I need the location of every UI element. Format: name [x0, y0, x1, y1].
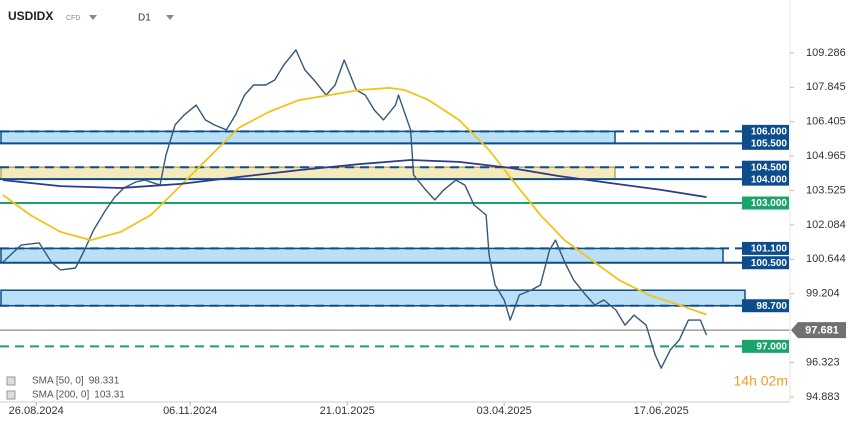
y-tick-label: 102.084 — [806, 219, 846, 231]
level-label-box — [742, 196, 789, 210]
series-line — [2, 159, 707, 198]
legend-value: 103.31 — [94, 390, 125, 401]
level-label: 97.000 — [756, 341, 787, 352]
level-label: 104.500 — [751, 162, 788, 173]
legend-value: 98.331 — [89, 376, 120, 387]
level-label: 98.700 — [756, 301, 787, 312]
instrument-type: CFD — [66, 15, 80, 22]
zone — [0, 247, 724, 264]
level-label: 106.000 — [751, 127, 788, 138]
x-tick-label: 26.08.2024 — [9, 405, 64, 417]
level-label: 104.000 — [751, 174, 788, 185]
level-label-box — [742, 172, 789, 186]
level-label-box — [742, 136, 789, 150]
y-tick-label: 94.883 — [806, 391, 840, 403]
level-label-box — [742, 256, 789, 270]
legend-icon — [6, 376, 16, 386]
y-tick-label: 96.323 — [806, 356, 840, 368]
bar-countdown: 14h 02m — [734, 373, 788, 389]
level-label-box — [742, 241, 789, 255]
level-label-box — [742, 299, 789, 313]
y-tick-label: 103.525 — [806, 184, 846, 196]
y-tick-label: 100.644 — [806, 253, 846, 265]
legend-name: SMA [200, 0] — [32, 390, 89, 401]
y-tick-label: 106.405 — [806, 116, 846, 128]
series-line — [2, 87, 707, 316]
level-label: 103.000 — [751, 198, 788, 209]
symbol-dropdown[interactable] — [89, 15, 97, 20]
y-tick-label: 109.286 — [806, 47, 846, 59]
last-price-box — [791, 322, 846, 339]
legend-name: SMA [50, 0] — [32, 376, 84, 387]
series-line — [2, 49, 708, 369]
y-tick-label: 104.965 — [806, 150, 846, 162]
x-tick-label: 21.01.2025 — [320, 405, 375, 417]
level-label-box — [742, 124, 789, 138]
x-tick-label: 06.11.2024 — [163, 405, 217, 417]
y-tick-label: 107.845 — [806, 81, 846, 93]
timeframe[interactable]: D1 — [138, 13, 151, 24]
y-tick-label: 99.204 — [806, 288, 840, 300]
plot-area — [0, 49, 790, 369]
level-label: 105.500 — [751, 138, 788, 149]
x-tick-label: 17.06.2025 — [634, 405, 689, 417]
timeframe-dropdown[interactable] — [166, 15, 174, 20]
last-price-label: 97.681 — [805, 324, 839, 336]
level-label: 100.500 — [751, 258, 788, 269]
legend-icon — [6, 390, 16, 400]
level-label-box — [742, 339, 789, 353]
symbol[interactable]: USDIDX — [8, 9, 53, 23]
x-tick-label: 03.04.2025 — [477, 405, 532, 417]
zone — [0, 130, 616, 145]
level-label-box — [742, 160, 789, 174]
zone — [0, 289, 746, 307]
level-label: 101.100 — [751, 244, 788, 255]
